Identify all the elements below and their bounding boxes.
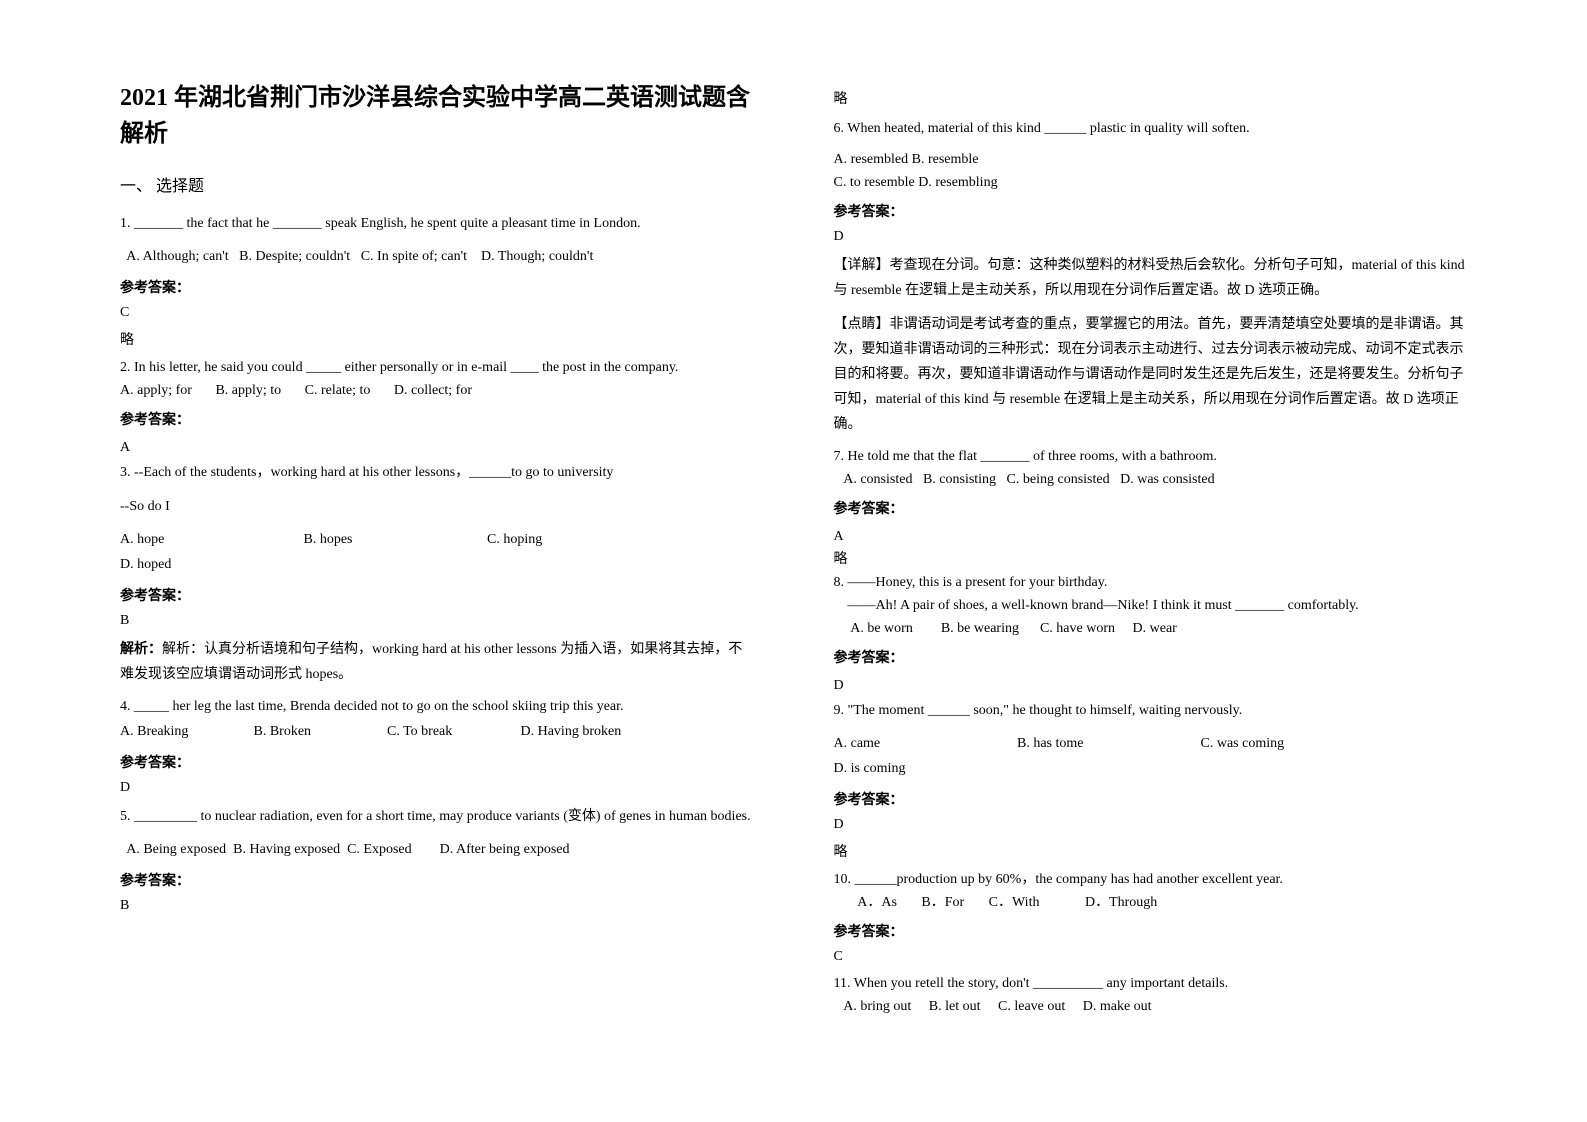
q9-opt-d: D. is coming — [834, 756, 906, 781]
question-6-opts2: C. to resemble D. resembling — [834, 172, 1468, 193]
question-10-answer: C — [834, 949, 1468, 965]
exam-title: 2021 年湖北省荆门市沙洋县综合实验中学高二英语测试题含解析 — [120, 80, 754, 152]
question-3-answer: B — [120, 613, 754, 629]
question-10-options: A．As B．For C．With D．Through — [834, 892, 1468, 913]
question-8-stem2: ——Ah! A pair of shoes, a well-known bran… — [834, 595, 1468, 616]
question-8-answer: D — [834, 675, 1468, 696]
section-1-header: 一、 选择题 — [120, 172, 754, 196]
answer-label: 参考答案： — [120, 409, 754, 429]
answer-label: 参考答案： — [120, 585, 754, 605]
omit-text: 略 — [834, 88, 1468, 108]
question-6-explain1: 【详解】考查现在分词。句意：这种类似塑料的材料受热后会软化。分析句子可知，mat… — [834, 253, 1468, 303]
q2-opt-c: C. relate; to — [305, 380, 371, 401]
q2-opt-a: A. apply; for — [120, 380, 192, 401]
answer-label: 参考答案： — [120, 277, 754, 297]
right-column: 略 6. When heated, material of this kind … — [794, 80, 1488, 1019]
q2-opt-b: B. apply; to — [215, 380, 281, 401]
omit-text: 略 — [834, 841, 1468, 861]
question-9-stem: 9. "The moment ______ soon," he thought … — [834, 698, 1468, 723]
question-2-stem: 2. In his letter, he said you could ____… — [120, 357, 754, 378]
answer-label: 参考答案： — [834, 201, 1468, 221]
q4-opt-c: C. To break — [387, 719, 497, 744]
question-8-stem1: 8. ——Honey, this is a present for your b… — [834, 572, 1468, 593]
question-8-options: A. be worn B. be wearing C. have worn D.… — [834, 618, 1468, 639]
q9-opt-b: B. has tome — [1017, 731, 1157, 756]
page-container: 2021 年湖北省荆门市沙洋县综合实验中学高二英语测试题含解析 一、 选择题 1… — [0, 0, 1587, 1059]
question-7-options: A. consisted B. consisting C. being cons… — [834, 469, 1468, 490]
q9-opt-c: C. was coming — [1201, 731, 1341, 756]
question-6-opts1: A. resembled B. resemble — [834, 149, 1468, 170]
question-6-explain2: 【点睛】非谓语动词是考试考查的重点，要掌握它的用法。首先，要弄清楚填空处要填的是… — [834, 312, 1468, 438]
question-4-options: A. Breaking B. Broken C. To break D. Hav… — [120, 719, 754, 744]
question-5-options: A. Being exposed B. Having exposed C. Ex… — [120, 837, 754, 862]
question-4-stem: 4. _____ her leg the last time, Brenda d… — [120, 696, 754, 717]
question-11-stem: 11. When you retell the story, don't ___… — [834, 973, 1468, 994]
q3-explain-text: 解析：认真分析语境和句子结构，working hard at his other… — [120, 642, 742, 682]
q4-opt-a: A. Breaking — [120, 719, 230, 744]
question-3-line2: --So do I — [120, 494, 754, 519]
omit-text: 略 — [834, 549, 1468, 570]
q3-opt-c: C. hoping — [487, 527, 627, 552]
answer-label: 参考答案： — [834, 498, 1468, 518]
question-2-options: A. apply; for B. apply; to C. relate; to… — [120, 380, 754, 401]
answer-label: 参考答案： — [120, 870, 754, 890]
question-3-stem: 3. --Each of the students，working hard a… — [120, 460, 754, 485]
question-7-answer: A — [834, 526, 1468, 547]
q3-opt-a: A. hope — [120, 527, 260, 552]
question-3-explain: 解析：解析：认真分析语境和句子结构，working hard at his ot… — [120, 637, 754, 687]
q9-opt-a: A. came — [834, 731, 974, 756]
question-5-answer: B — [120, 898, 754, 914]
question-9-answer: D — [834, 817, 1468, 833]
q3-opt-b: B. hopes — [304, 527, 444, 552]
question-1-options: A. Although; can't B. Despite; couldn't … — [120, 244, 754, 269]
question-11-options: A. bring out B. let out C. leave out D. … — [834, 996, 1468, 1017]
question-10-stem: 10. ______production up by 60%，the compa… — [834, 869, 1468, 890]
answer-label: 参考答案： — [834, 921, 1468, 941]
question-5-stem: 5. _________ to nuclear radiation, even … — [120, 804, 754, 829]
q3-opt-d: D. hoped — [120, 552, 171, 577]
question-1-stem: 1. _______ the fact that he _______ spea… — [120, 211, 754, 236]
q2-opt-d: D. collect; for — [394, 380, 472, 401]
question-1-answer: C — [120, 305, 754, 321]
left-column: 2021 年湖北省荆门市沙洋县综合实验中学高二英语测试题含解析 一、 选择题 1… — [100, 80, 794, 1019]
q4-opt-d: D. Having broken — [521, 719, 622, 744]
answer-label: 参考答案： — [834, 647, 1468, 667]
question-6-answer: D — [834, 229, 1468, 245]
question-7-stem: 7. He told me that the flat _______ of t… — [834, 446, 1468, 467]
omit-text: 略 — [120, 329, 754, 349]
q4-opt-b: B. Broken — [254, 719, 364, 744]
answer-label: 参考答案： — [120, 752, 754, 772]
question-9-options: A. came B. has tome C. was coming D. is … — [834, 731, 1468, 781]
explain-bold: 解析： — [120, 642, 162, 657]
question-3-options: A. hope B. hopes C. hoping D. hoped — [120, 527, 754, 577]
question-6-stem: 6. When heated, material of this kind __… — [834, 116, 1468, 141]
question-4-answer: D — [120, 780, 754, 796]
question-2-answer: A — [120, 437, 754, 458]
answer-label: 参考答案： — [834, 789, 1468, 809]
